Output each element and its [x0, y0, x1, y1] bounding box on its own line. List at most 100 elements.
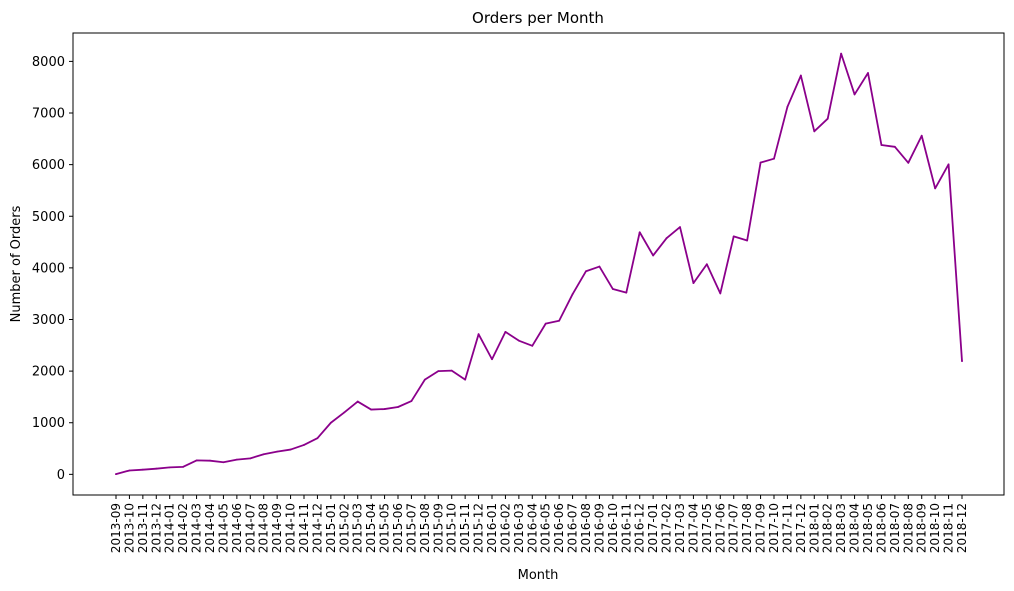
data-point: [410, 400, 413, 402]
x-tick-label: 2017-02: [660, 503, 674, 553]
x-tick-label: 2014-03: [190, 503, 204, 553]
y-tick-label: 5000: [32, 210, 65, 225]
x-tick-label: 2016-04: [525, 503, 539, 553]
x-tick-label: 2016-05: [539, 503, 553, 553]
data-point: [128, 469, 131, 472]
x-tick-label: 2016-01: [485, 503, 499, 553]
x-tick-label: 2015-01: [324, 503, 338, 553]
x-tick-label: 2014-10: [284, 503, 298, 553]
data-point: [625, 291, 628, 294]
x-tick-label: 2013-10: [122, 503, 136, 553]
x-tick-label: 2016-06: [552, 503, 566, 553]
data-point: [652, 254, 655, 257]
data-point: [598, 265, 601, 268]
data-point: [880, 144, 883, 146]
y-axis-label: Number of Orders: [9, 205, 24, 322]
data-point: [383, 408, 386, 410]
x-tick-label: 2018-10: [928, 503, 942, 553]
x-tick-label: 2017-10: [767, 503, 781, 553]
data-point: [504, 330, 507, 333]
data-point: [585, 270, 587, 273]
x-tick-label: 2017-12: [794, 503, 808, 553]
x-tick-label: 2015-06: [391, 503, 405, 553]
x-tick-label: 2014-08: [257, 503, 271, 553]
data-point: [692, 282, 695, 284]
data-point: [262, 453, 265, 456]
data-point: [423, 378, 426, 381]
data-point: [276, 450, 279, 453]
data-point: [356, 400, 359, 403]
x-tick-label: 2017-11: [780, 503, 794, 553]
data-point: [786, 105, 789, 108]
data-point: [464, 378, 467, 381]
data-point: [611, 288, 614, 290]
data-point: [638, 231, 641, 234]
x-tick-label: 2015-02: [337, 503, 351, 553]
x-tick-label: 2014-09: [270, 503, 284, 553]
data-point: [773, 157, 775, 160]
data-point: [303, 444, 305, 446]
plot-frame: [72, 32, 1005, 496]
data-point: [222, 461, 225, 464]
x-tick-label: 2013-12: [149, 503, 163, 553]
data-point: [571, 293, 574, 296]
x-tick-label: 2015-08: [418, 503, 432, 553]
y-axis: 0 1000 2000 3000 4000 5000 6000 7000 8000: [32, 55, 73, 483]
data-point: [705, 263, 708, 266]
x-tick-label: 2014-06: [230, 503, 244, 553]
data-point: [893, 145, 896, 148]
x-tick-label: 2017-01: [646, 503, 660, 553]
x-tick-label: 2015-09: [431, 503, 445, 553]
x-tick-label: 2014-04: [203, 503, 217, 553]
data-point: [115, 473, 117, 475]
x-tick-label: 2015-05: [378, 503, 392, 553]
x-tick-label: 2018-05: [861, 503, 875, 553]
x-tick-label: 2016-03: [512, 503, 526, 553]
x-tick-label: 2013-11: [136, 503, 150, 553]
data-point: [746, 239, 749, 242]
x-tick-label: 2014-07: [243, 503, 257, 553]
x-tick-label: 2018-09: [915, 503, 929, 553]
x-tick-label: 2016-11: [619, 503, 633, 553]
x-tick-label: 2015-04: [364, 503, 378, 553]
data-point: [289, 448, 292, 451]
y-tick-label: 3000: [32, 313, 65, 328]
x-tick-label: 2018-02: [821, 503, 835, 553]
data-point: [558, 319, 561, 322]
x-tick-label: 2017-04: [686, 503, 700, 553]
data-point: [732, 235, 735, 238]
x-tick-label: 2015-07: [404, 503, 418, 553]
x-tick-label: 2016-07: [566, 503, 580, 553]
x-tick-label: 2014-11: [297, 503, 311, 553]
data-point: [155, 467, 158, 470]
data-point: [397, 406, 399, 408]
data-point: [491, 358, 493, 361]
data-point: [235, 458, 238, 461]
x-tick-label: 2015-03: [351, 503, 365, 553]
x-tick-label: 2017-09: [754, 503, 768, 553]
data-point: [450, 369, 453, 372]
data-point: [517, 339, 520, 342]
data-point: [934, 187, 937, 190]
y-tick-label: 8000: [32, 55, 65, 70]
x-tick-label: 2014-01: [163, 503, 177, 553]
x-tick-label: 2018-08: [901, 503, 915, 553]
data-point: [907, 161, 910, 164]
data-point: [853, 93, 856, 96]
x-tick-label: 2018-12: [955, 503, 969, 553]
x-tick-label: 2018-01: [807, 503, 821, 553]
data-point: [544, 322, 547, 325]
x-tick-label: 2016-02: [498, 503, 512, 553]
x-tick-label: 2018-07: [888, 503, 902, 553]
data-point: [947, 163, 950, 166]
data-point: [826, 117, 829, 120]
x-tick-label: 2018-04: [848, 503, 862, 553]
x-tick-label: 2018-11: [942, 503, 956, 553]
data-point: [249, 457, 252, 460]
x-tick-label: 2014-02: [176, 503, 190, 553]
chart-title: Orders per Month: [472, 9, 604, 27]
data-point: [182, 465, 185, 468]
x-tick-label: 2017-06: [713, 503, 727, 553]
x-axis-label: Month: [518, 568, 559, 583]
data-point: [679, 226, 681, 228]
